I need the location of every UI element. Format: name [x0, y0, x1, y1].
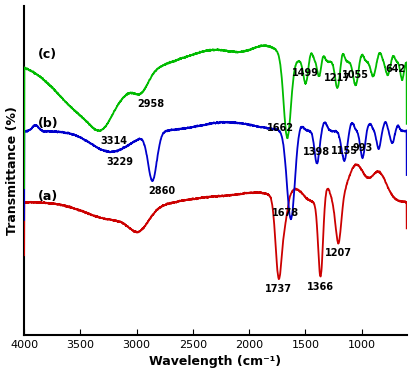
Text: 1207: 1207 [325, 248, 352, 258]
Text: 993: 993 [352, 143, 373, 153]
Text: 1155: 1155 [331, 146, 358, 156]
Text: (b): (b) [38, 117, 58, 130]
Text: 1398: 1398 [304, 147, 330, 157]
Text: 1678: 1678 [272, 208, 299, 218]
Text: 1499: 1499 [292, 68, 319, 78]
Text: 3229: 3229 [106, 157, 133, 167]
Text: 2860: 2860 [148, 186, 175, 196]
Text: 1055: 1055 [342, 70, 369, 80]
X-axis label: Wavelength (cm⁻¹): Wavelength (cm⁻¹) [150, 355, 282, 368]
Text: 3314: 3314 [101, 136, 128, 146]
Text: 2958: 2958 [138, 99, 165, 108]
Text: (c): (c) [38, 48, 57, 61]
Text: (a): (a) [38, 190, 58, 203]
Text: 1737: 1737 [265, 285, 292, 294]
Text: 1366: 1366 [307, 282, 334, 292]
Text: 642: 642 [385, 64, 406, 74]
Text: 1217: 1217 [324, 73, 351, 83]
Text: 1662: 1662 [267, 123, 294, 132]
Y-axis label: Transmittance (%): Transmittance (%) [5, 106, 19, 235]
